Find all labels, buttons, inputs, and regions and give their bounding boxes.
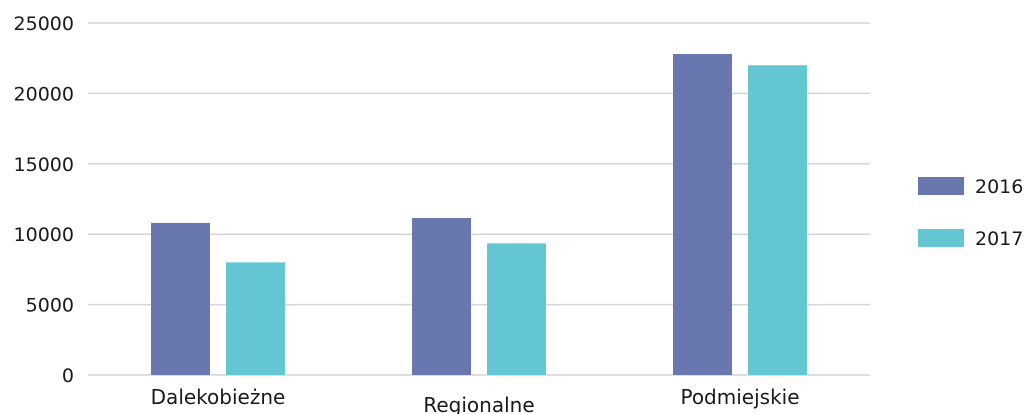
- bars: [151, 53, 807, 376]
- x-category-label: Dalekobieżne: [151, 385, 286, 409]
- x-axis-category-labels: Dalekobieżne Regionalne Podmiejskie: [151, 385, 800, 414]
- y-tick-label: 5000: [26, 295, 74, 317]
- bar-2016-1: [412, 218, 471, 375]
- legend-label-2016: 2016: [975, 176, 1023, 198]
- y-tick-label: 0: [62, 365, 74, 387]
- x-category-label: Podmiejskie: [680, 385, 799, 409]
- legend-swatch-2016: [918, 177, 964, 195]
- bar-2017-1: [487, 243, 546, 375]
- bar-2016-0: [151, 222, 210, 375]
- y-tick-label: 25000: [14, 13, 74, 35]
- legend: 2016 2017: [918, 176, 1023, 250]
- bar-2016-2: [673, 53, 732, 375]
- bar-2017-2: [748, 65, 807, 376]
- legend-swatch-2017: [918, 229, 964, 247]
- legend-label-2017: 2017: [975, 228, 1023, 250]
- gridlines: [88, 22, 870, 376]
- y-tick-label: 20000: [14, 83, 74, 105]
- bar-2017-0: [226, 262, 285, 375]
- y-tick-label: 10000: [14, 224, 74, 246]
- y-axis-tick-labels: 0 5000 10000 15000 20000 25000: [14, 13, 74, 387]
- y-tick-label: 15000: [14, 154, 74, 176]
- x-category-label: Regionalne: [423, 393, 534, 414]
